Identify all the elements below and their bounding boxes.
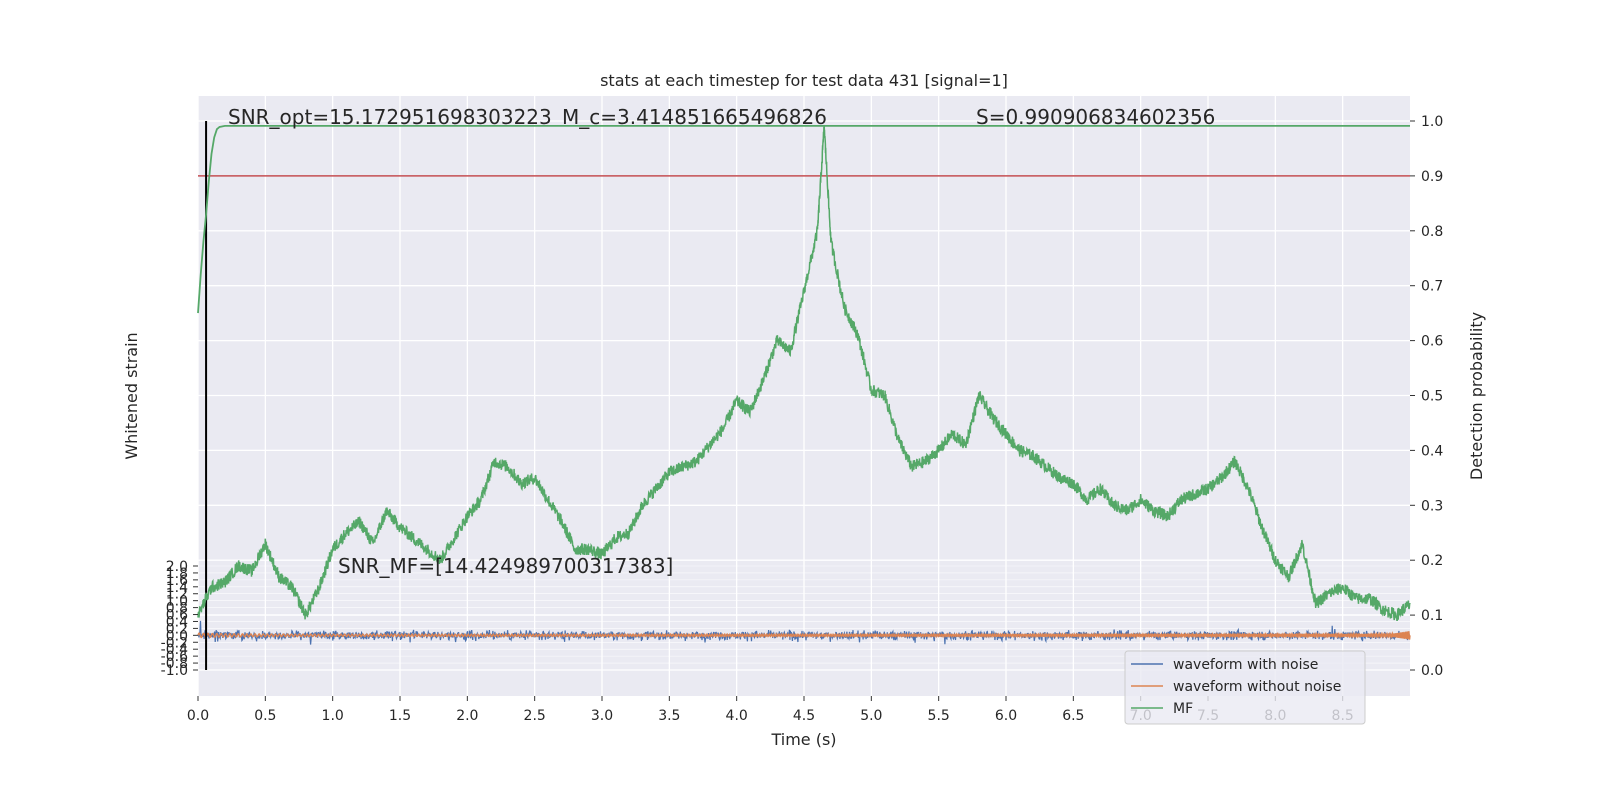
line-waveform-without-noise <box>197 630 1411 640</box>
x-tick-label: 2.0 <box>456 708 478 724</box>
legend: waveform with noise waveform without noi… <box>1124 650 1366 725</box>
legend-label-mf: MF <box>1173 701 1193 717</box>
legend-label-waveform-with-noise: waveform with noise <box>1173 657 1318 673</box>
x-tick-label: 1.5 <box>389 708 411 724</box>
x-tick-label: 5.5 <box>928 708 950 724</box>
left-tick-label: 1.4 <box>166 580 188 596</box>
x-tick-label: 4.0 <box>726 708 748 724</box>
x-tick-label: 3.5 <box>658 708 680 724</box>
right-tick-label: 0.9 <box>1421 169 1443 185</box>
right-tick-label: 0.2 <box>1421 553 1443 569</box>
left-tick-label: 1.6 <box>166 573 188 589</box>
x-tick-label: 3.0 <box>591 708 613 724</box>
x-tick-label: 5.0 <box>860 708 882 724</box>
right-tick-label: 0.8 <box>1421 224 1443 240</box>
right-tick-label: 1.0 <box>1421 114 1443 130</box>
series-detection <box>197 125 1410 314</box>
right-tick-label: 0.5 <box>1421 389 1443 405</box>
left-tick-label: -1.0 <box>161 663 188 679</box>
left-tick-label: 0.4 <box>166 614 188 630</box>
right-tick-label: 0.7 <box>1421 279 1443 295</box>
left-tick-label: 0.0 <box>166 628 188 644</box>
right-tick-label: 0.3 <box>1421 498 1443 514</box>
left-tick-label: 1.2 <box>166 587 188 603</box>
line-detection <box>197 125 1410 314</box>
x-tick-label: 4.5 <box>793 708 815 724</box>
legend-box <box>1124 650 1366 725</box>
left-tick-label: -0.2 <box>161 635 188 651</box>
x-tick-label: 1.0 <box>322 708 344 724</box>
right-tick-label: 0.6 <box>1421 334 1443 350</box>
left-axis-label: Whitened strain <box>122 332 141 459</box>
line-mf <box>197 125 1411 621</box>
x-tick-label: 6.5 <box>1062 708 1084 724</box>
series-mf <box>197 125 1411 621</box>
left-tick-label: 0.8 <box>166 601 188 617</box>
right-tick-label: 0.0 <box>1421 663 1443 679</box>
right-axis-ticks: 0.0 0.1 0.2 0.3 0.4 0.5 0.6 0.7 0.8 0.9 1.0 <box>1410 114 1443 679</box>
left-tick-label: -0.8 <box>161 656 188 672</box>
annotation-chirp-mass: M_c=3.414851665496826 <box>562 105 827 129</box>
left-tick-label: 1.8 <box>166 566 188 582</box>
annotation-s: S=0.990906834602356 <box>976 105 1215 129</box>
x-tick-label: 6.0 <box>995 708 1017 724</box>
right-tick-label: 0.4 <box>1421 443 1443 459</box>
legend-label-waveform-without-noise: waveform without noise <box>1173 679 1341 695</box>
left-tick-label: 2.0 <box>166 559 188 575</box>
annotation-snr-mf: SNR_MF=[14.424989700317383] <box>338 554 673 578</box>
right-tick-label: 0.1 <box>1421 608 1443 624</box>
chart-title: stats at each timestep for test data 431… <box>600 71 1008 90</box>
x-tick-label: 2.5 <box>524 708 546 724</box>
left-tick-label: -0.6 <box>161 649 188 665</box>
x-tick-label: 0.5 <box>254 708 276 724</box>
left-tick-label: -0.4 <box>161 642 188 658</box>
x-axis-label: Time (s) <box>770 730 836 749</box>
annotation-snr-opt: SNR_opt=15.172951698303223 <box>228 105 552 129</box>
series-waveform-without-noise <box>197 630 1411 640</box>
left-tick-label: 1.0 <box>166 594 188 610</box>
right-axis-label: Detection probability <box>1467 312 1486 480</box>
left-tick-label: 0.2 <box>166 621 188 637</box>
left-axis-ticks: 2.01.81.61.41.21.00.80.60.40.20.0-0.2-0.… <box>161 559 198 679</box>
x-tick-label: 0.0 <box>187 708 209 724</box>
left-tick-label: 0.6 <box>166 608 188 624</box>
